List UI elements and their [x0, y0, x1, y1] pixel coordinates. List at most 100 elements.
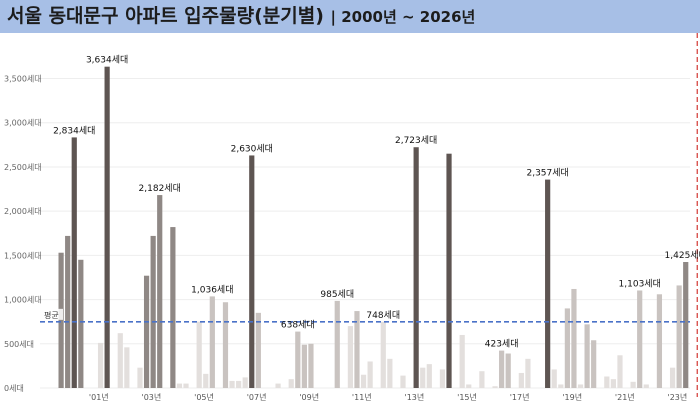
data-label: 1,103세대 [619, 278, 661, 289]
y-tick-label: 0세대 [4, 384, 24, 393]
data-label: 2,723세대 [395, 135, 437, 146]
x-tick-label: '07년 [247, 392, 267, 402]
bar [367, 361, 373, 388]
y-tick-label: 500세대 [4, 340, 34, 349]
bar [150, 235, 156, 388]
bar [295, 331, 301, 388]
bar [124, 347, 130, 388]
bar [683, 262, 689, 388]
bar [137, 367, 143, 388]
bar [577, 384, 584, 388]
x-tick-label: '01년 [89, 392, 109, 402]
bar [610, 379, 616, 388]
bar [58, 252, 64, 388]
bar [347, 326, 353, 388]
bar [518, 372, 524, 388]
bar [499, 350, 505, 388]
bar [558, 384, 564, 388]
data-label: 638세대 [281, 320, 315, 331]
average-label-bg [41, 308, 63, 320]
bar [104, 66, 110, 389]
y-tick-label: 2,000세대 [4, 207, 42, 216]
bar [229, 380, 235, 388]
bar [308, 343, 314, 388]
x-tick-label: '05년 [194, 392, 214, 402]
data-label: 423세대 [485, 339, 519, 350]
y-tick-label: 1,000세대 [4, 296, 42, 305]
bar [400, 375, 406, 388]
bar [183, 383, 189, 388]
bar [643, 384, 649, 388]
bar [360, 374, 367, 388]
x-tick-label: '15년 [457, 392, 477, 402]
x-tick-label: '21년 [615, 392, 635, 402]
bars [58, 66, 689, 389]
y-tick-label: 3,500세대 [4, 75, 42, 84]
bar [656, 294, 663, 388]
bar [466, 384, 472, 388]
y-tick-label: 1,500세대 [4, 251, 42, 260]
bar [242, 377, 248, 388]
bar [222, 302, 229, 388]
bar [203, 373, 209, 388]
data-label: 1,036세대 [191, 284, 233, 295]
data-labels: 2,834세대 3,634세대 2,182세대 1,036세대 2,630세대 638세대… [53, 55, 700, 350]
bar [525, 358, 531, 388]
bar [176, 383, 183, 388]
bar [249, 155, 255, 388]
bar [288, 379, 294, 388]
bar [170, 227, 176, 388]
bar [551, 369, 557, 388]
bar [420, 367, 426, 388]
x-tick-label: '23년 [668, 392, 688, 402]
x-tick-label: '19년 [562, 392, 582, 402]
y-tick-label: 3,000세대 [4, 119, 42, 128]
average-label: 평균 [44, 310, 59, 320]
x-tick-label: '11년 [352, 392, 372, 402]
x-tick-label: '03년 [142, 392, 162, 402]
chart-title-main: 서울 동대문구 아파트 입주물량(분기별) [7, 5, 324, 27]
axis-ticks: 0세대 500세대 1,000세대 1,500세대 2,000세대 2,500세대 3,00… [4, 75, 688, 402]
bar [584, 324, 590, 388]
data-label: 3,634세대 [86, 55, 128, 66]
bar [255, 312, 261, 388]
bar [236, 380, 242, 388]
bar [275, 383, 281, 388]
bar [571, 288, 577, 388]
bar [71, 137, 77, 388]
bar [78, 259, 84, 388]
reference-lines: 평균오늘 [40, 33, 698, 397]
bar [354, 311, 360, 388]
bar [117, 333, 123, 388]
data-label: 2,834세대 [53, 125, 95, 136]
chart-title-sub: | 2000년 ~ 2026년 [330, 8, 476, 26]
y-tick-label: 2,500세대 [4, 163, 42, 172]
bar [196, 321, 202, 388]
bar [479, 371, 485, 388]
chart-title: 서울 동대문구 아파트 입주물량(분기별) | 2000년 ~ 2026년 [7, 3, 475, 30]
x-tick-label: '13년 [405, 392, 425, 402]
bar [446, 153, 452, 388]
data-label: 2,630세대 [231, 143, 273, 154]
bar [617, 355, 623, 388]
title-bar: 서울 동대문구 아파트 입주물량(분기별) | 2000년 ~ 2026년 [0, 0, 700, 33]
bar [157, 195, 163, 388]
data-label: 985세대 [320, 289, 354, 300]
data-label: 2,357세대 [526, 168, 568, 179]
bar [591, 340, 597, 388]
bar [387, 358, 393, 388]
bar [604, 376, 610, 388]
bar [505, 353, 511, 388]
bar [301, 344, 307, 388]
bar [209, 296, 215, 388]
bar [143, 275, 150, 388]
bar [492, 386, 498, 388]
x-tick-label: '09년 [299, 392, 319, 402]
bar [669, 367, 676, 388]
data-label: 1,425세대 [665, 250, 700, 261]
bar [413, 147, 419, 388]
bar [65, 235, 71, 388]
data-label: 748세대 [366, 310, 400, 321]
bar [564, 308, 570, 388]
